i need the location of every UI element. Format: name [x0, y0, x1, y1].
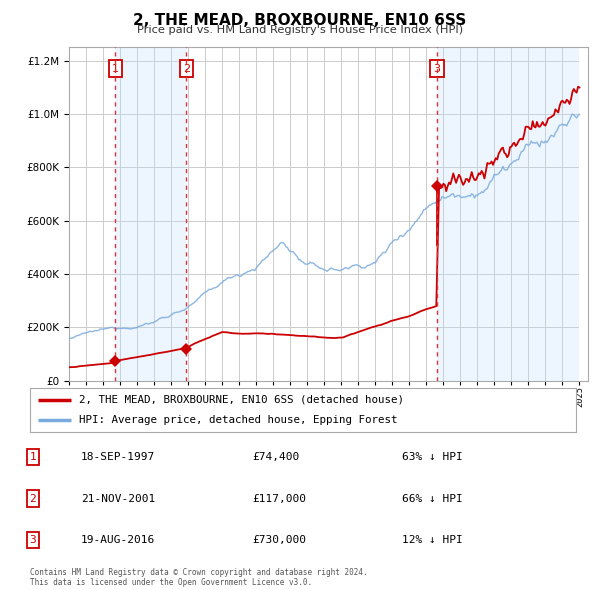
Text: This data is licensed under the Open Government Licence v3.0.: This data is licensed under the Open Gov…: [30, 578, 312, 587]
Text: 12% ↓ HPI: 12% ↓ HPI: [402, 535, 463, 545]
Text: 2, THE MEAD, BROXBOURNE, EN10 6SS: 2, THE MEAD, BROXBOURNE, EN10 6SS: [133, 13, 467, 28]
Text: HPI: Average price, detached house, Epping Forest: HPI: Average price, detached house, Eppi…: [79, 415, 398, 425]
Text: £74,400: £74,400: [252, 453, 299, 462]
Text: 2, THE MEAD, BROXBOURNE, EN10 6SS (detached house): 2, THE MEAD, BROXBOURNE, EN10 6SS (detac…: [79, 395, 404, 405]
Text: 1: 1: [112, 64, 119, 74]
Text: 63% ↓ HPI: 63% ↓ HPI: [402, 453, 463, 462]
Text: 19-AUG-2016: 19-AUG-2016: [81, 535, 155, 545]
Text: £730,000: £730,000: [252, 535, 306, 545]
Bar: [437, 47, 588, 381]
Text: 2: 2: [29, 494, 37, 503]
Text: 21-NOV-2001: 21-NOV-2001: [81, 494, 155, 503]
Text: 3: 3: [434, 64, 440, 74]
Text: £117,000: £117,000: [252, 494, 306, 503]
Text: 66% ↓ HPI: 66% ↓ HPI: [402, 494, 463, 503]
Bar: [580, 47, 588, 381]
Text: Price paid vs. HM Land Registry's House Price Index (HPI): Price paid vs. HM Land Registry's House …: [137, 25, 463, 35]
Text: 1: 1: [29, 453, 37, 462]
Bar: [115, 47, 187, 381]
Text: 3: 3: [29, 535, 37, 545]
Text: 2: 2: [183, 64, 190, 74]
Text: 18-SEP-1997: 18-SEP-1997: [81, 453, 155, 462]
Text: Contains HM Land Registry data © Crown copyright and database right 2024.: Contains HM Land Registry data © Crown c…: [30, 568, 368, 576]
